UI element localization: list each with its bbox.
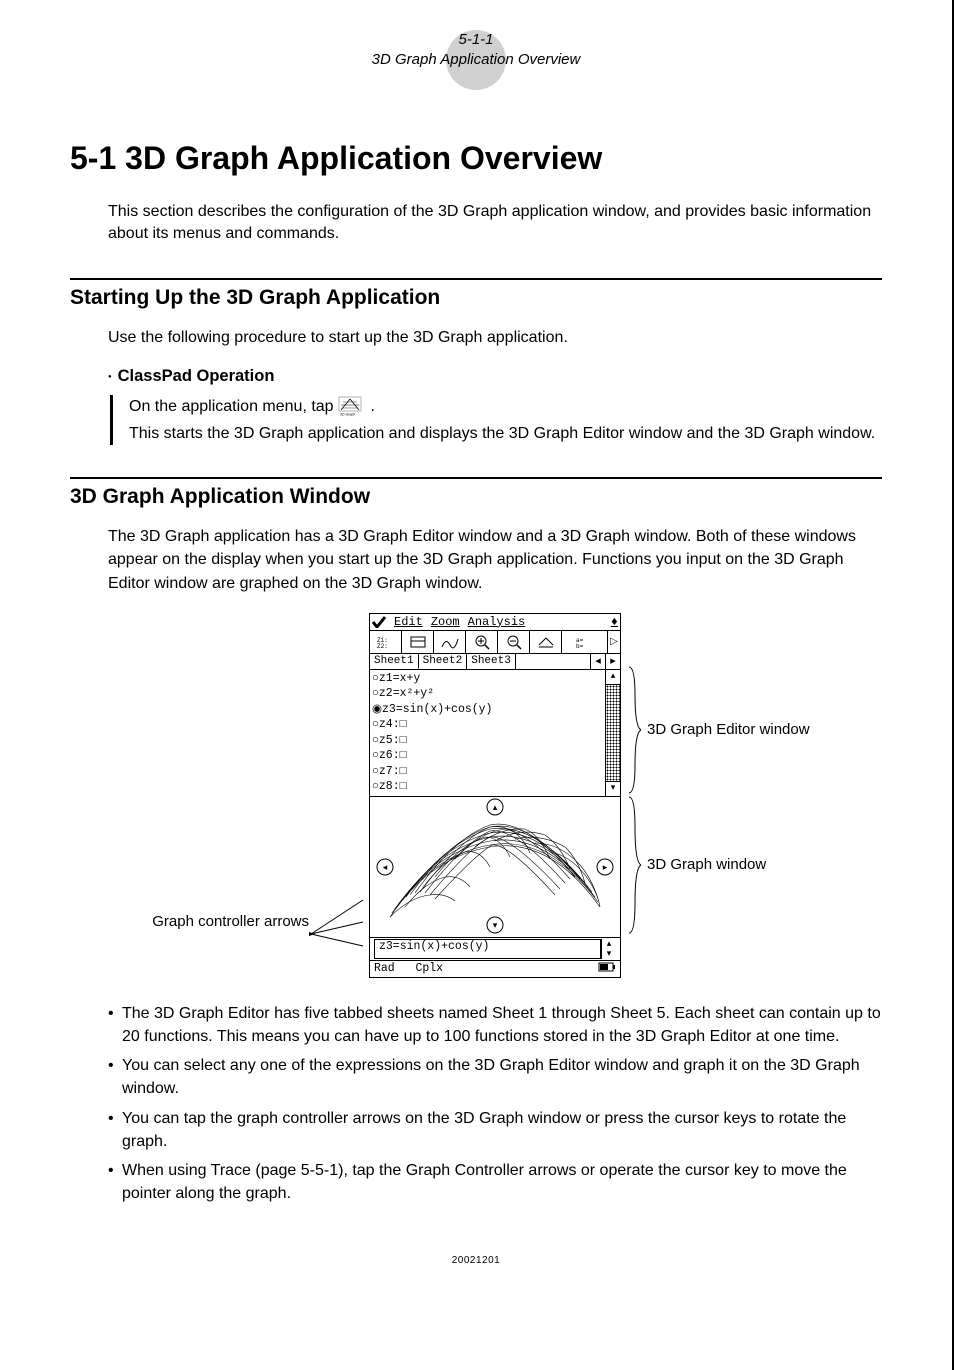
- toolbar-button[interactable]: Z1:Z2:: [370, 631, 402, 653]
- brace-icon: [627, 665, 641, 795]
- brace-icon: [627, 795, 641, 935]
- scroll-up-icon[interactable]: ▴: [606, 670, 620, 685]
- menu-analysis[interactable]: Analysis: [468, 615, 526, 629]
- formula-display: z3=sin(x)+cos(y): [374, 939, 601, 959]
- editor-line[interactable]: ◉z3=sin(x)+cos(y): [372, 702, 618, 718]
- section2-heading: 3D Graph Application Window: [70, 485, 882, 509]
- bullet-item: •The 3D Graph Editor has five tabbed she…: [108, 1002, 882, 1048]
- zoom-out-icon[interactable]: [498, 631, 530, 653]
- procedure-block: On the application menu, tap 3D Graph . …: [110, 395, 882, 445]
- editor-line[interactable]: ○z8:□: [372, 779, 618, 795]
- calc-tabs: Sheet1 Sheet2 Sheet3 ◂ ▸: [370, 654, 620, 670]
- menu-zoom[interactable]: Zoom: [431, 615, 460, 629]
- header-page-number: 5-1-1: [70, 30, 882, 50]
- toolbar-button[interactable]: [530, 631, 562, 653]
- toolbar-button[interactable]: [402, 631, 434, 653]
- checkmark-bold-icon: [372, 616, 386, 628]
- tab-sheet[interactable]: Sheet3: [467, 654, 516, 669]
- svg-text:▴: ▴: [493, 803, 498, 813]
- calc-graph-panel[interactable]: ▴ ▾ ◂ ▸: [370, 797, 620, 938]
- svg-text:3D Graph: 3D Graph: [340, 412, 355, 416]
- diagram-region: Graph controller arrows Edit Zoom Analys…: [70, 613, 882, 978]
- section-divider: [70, 477, 882, 479]
- scrollbar-track[interactable]: [606, 685, 620, 781]
- calc-formula-bar: z3=sin(x)+cos(y) ▴▾: [370, 938, 620, 961]
- bullet-text: When using Trace (page 5-5-1), tap the G…: [122, 1159, 882, 1205]
- bullet-item: •You can tap the graph controller arrows…: [108, 1107, 882, 1153]
- footer-id: 20021201: [70, 1255, 882, 1266]
- menu-more-icon[interactable]: ♦: [611, 615, 618, 629]
- chapter-intro: This section describes the configuration…: [108, 201, 882, 246]
- formula-side-icon[interactable]: ▴▾: [601, 939, 616, 959]
- editor-line[interactable]: ○z5:□: [372, 733, 618, 749]
- procedure-heading: ● ClassPad Operation: [108, 365, 882, 389]
- editor-line[interactable]: ○z4:□: [372, 717, 618, 733]
- zoom-in-icon[interactable]: [466, 631, 498, 653]
- editor-line[interactable]: ○z2=x²+y²: [372, 686, 618, 702]
- page-content: 5-1-1 3D Graph Application Overview 5-1 …: [0, 0, 954, 1370]
- graph-window-label: 3D Graph window: [647, 856, 766, 873]
- section2-intro: The 3D Graph application has a 3D Graph …: [108, 525, 882, 595]
- section1-intro: Use the following procedure to start up …: [108, 326, 882, 349]
- tab-sheet[interactable]: Sheet2: [419, 654, 468, 669]
- svg-text:Z2:: Z2:: [377, 643, 388, 649]
- bullet-icon: •: [108, 1002, 122, 1048]
- status-cplx: Cplx: [415, 962, 443, 975]
- section1-heading: Starting Up the 3D Graph Application: [70, 286, 882, 310]
- calc-menubar: Edit Zoom Analysis ♦: [370, 614, 620, 631]
- editor-window-label: 3D Graph Editor window: [647, 721, 810, 738]
- bullet-text: The 3D Graph Editor has five tabbed shee…: [122, 1002, 882, 1048]
- scroll-down-icon[interactable]: ▾: [606, 781, 620, 796]
- calculator-screenshot: Edit Zoom Analysis ♦ Z1:Z2: a=b= ▷ Sheet…: [369, 613, 621, 978]
- procedure-heading-text: ClassPad Operation: [118, 365, 275, 389]
- battery-icon: [598, 962, 616, 976]
- editor-line[interactable]: ○z1=x+y: [372, 671, 618, 687]
- chapter-title: 5-1 3D Graph Application Overview: [70, 140, 882, 177]
- callout-line-icon: [309, 894, 365, 954]
- bullet-text: You can select any one of the expression…: [122, 1054, 882, 1100]
- tab-nav-right-icon[interactable]: ▸: [606, 654, 620, 669]
- section-divider: [70, 278, 882, 280]
- bullet-icon: ●: [108, 373, 112, 382]
- calc-toolbar: Z1:Z2: a=b= ▷: [370, 631, 620, 654]
- toolbar-button[interactable]: a=b=: [562, 631, 608, 653]
- bullet-item: •You can select any one of the expressio…: [108, 1054, 882, 1100]
- running-header: 5-1-1 3D Graph Application Overview: [70, 30, 882, 90]
- svg-text:◂: ◂: [383, 863, 388, 873]
- status-rad: Rad: [374, 962, 395, 975]
- bullet-icon: •: [108, 1159, 122, 1205]
- bullet-text: You can tap the graph controller arrows …: [122, 1107, 882, 1153]
- svg-text:▸: ▸: [603, 863, 608, 873]
- 3d-graph-app-icon: 3D Graph: [338, 394, 366, 416]
- header-running-title: 3D Graph Application Overview: [70, 50, 882, 70]
- step1-text-post: .: [370, 398, 374, 415]
- bullet-icon: •: [108, 1107, 122, 1153]
- step2-text: This starts the 3D Graph application and…: [129, 422, 882, 445]
- toolbar-button[interactable]: [434, 631, 466, 653]
- step1-text-pre: On the application menu, tap: [129, 398, 338, 415]
- svg-text:b=: b=: [576, 643, 584, 649]
- calc-editor-panel[interactable]: ○z1=x+y○z2=x²+y²◉z3=sin(x)+cos(y)○z4:□○z…: [370, 670, 620, 797]
- svg-text:▾: ▾: [493, 921, 498, 931]
- calc-status-bar: Rad Cplx: [370, 961, 620, 977]
- editor-line[interactable]: ○z6:□: [372, 748, 618, 764]
- tab-nav-left-icon[interactable]: ◂: [591, 654, 606, 669]
- toolbar-more-icon[interactable]: ▷: [608, 631, 620, 653]
- scrollbar[interactable]: ▴ ▾: [605, 670, 620, 796]
- bullet-icon: •: [108, 1054, 122, 1100]
- graph-controller-arrows-label: Graph controller arrows: [152, 913, 309, 930]
- bullet-list: •The 3D Graph Editor has five tabbed she…: [108, 1002, 882, 1206]
- bullet-item: •When using Trace (page 5-5-1), tap the …: [108, 1159, 882, 1205]
- tab-sheet[interactable]: Sheet1: [370, 654, 419, 669]
- editor-line[interactable]: ○z7:□: [372, 764, 618, 780]
- menu-edit[interactable]: Edit: [394, 615, 423, 629]
